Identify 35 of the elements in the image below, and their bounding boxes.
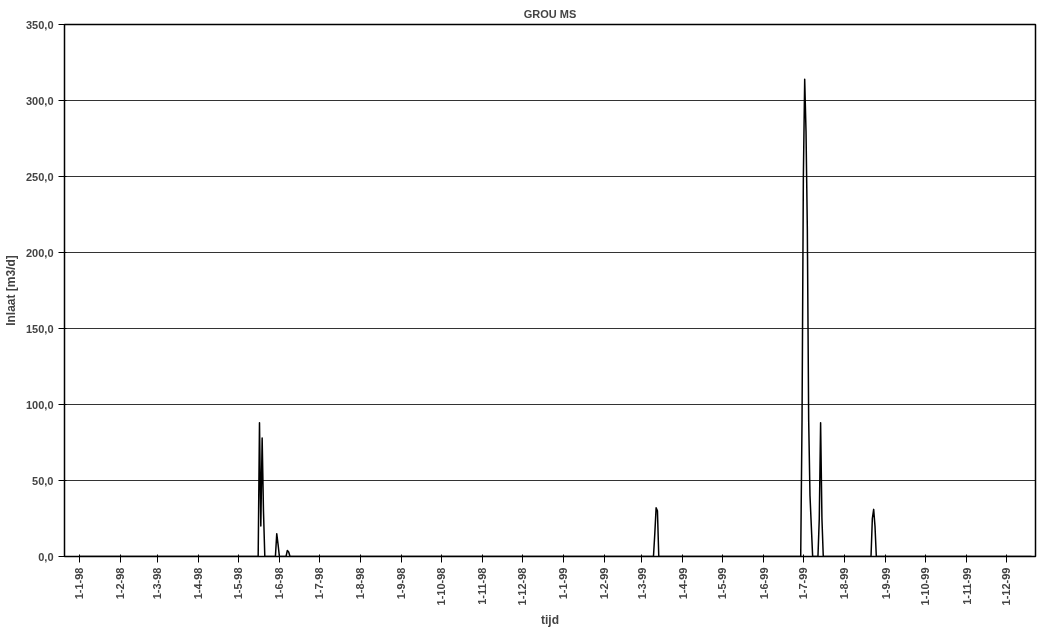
x-tick-label: 1-7-99 xyxy=(797,567,810,600)
y-tick-label: 50,0 xyxy=(32,474,54,487)
x-tick-label: 1-7-98 xyxy=(313,567,326,600)
x-tick-label: 1-4-98 xyxy=(192,567,205,600)
x-tick-label: 1-9-99 xyxy=(879,567,892,600)
x-tick-label: 1-10-98 xyxy=(435,567,448,606)
y-tick-label: 100,0 xyxy=(25,398,54,411)
x-tick-label: 1-3-99 xyxy=(635,567,648,600)
x-tick-label: 1-5-99 xyxy=(716,567,729,600)
x-tick-label: 1-2-98 xyxy=(114,567,127,600)
x-tick-label: 1-1-98 xyxy=(73,567,86,600)
x-axis-title: tijd xyxy=(541,613,559,628)
x-tick-label: 1-11-99 xyxy=(960,567,973,605)
x-tick-label: 1-1-99 xyxy=(557,567,570,600)
x-tick-label: 1-3-98 xyxy=(151,567,164,600)
x-tick-label: 1-11-98 xyxy=(476,567,489,605)
x-tick-label: 1-5-98 xyxy=(232,567,245,600)
y-tick-label: 300,0 xyxy=(25,94,54,107)
chart-title: GROU MS xyxy=(523,7,577,20)
y-tick-label: 0,0 xyxy=(38,550,54,563)
y-tick-label: 250,0 xyxy=(25,170,54,183)
x-tick-label: 1-6-98 xyxy=(273,567,286,600)
y-tick-label: 200,0 xyxy=(25,246,54,259)
x-tick-label: 1-12-98 xyxy=(516,567,529,606)
x-tick-label: 1-2-99 xyxy=(598,567,611,600)
y-axis-title: Inlaat [m3/d] xyxy=(3,255,18,326)
x-tick-label: 1-8-98 xyxy=(354,567,367,600)
x-tick-label: 1-4-99 xyxy=(676,567,689,600)
x-tick-label: 1-8-99 xyxy=(838,567,851,600)
x-tick-label: 1-12-99 xyxy=(1000,567,1013,606)
x-tick-label: 1-6-99 xyxy=(757,567,770,600)
x-tick-label: 1-9-98 xyxy=(395,567,408,600)
y-tick-label: 150,0 xyxy=(25,322,54,335)
y-tick-label: 350,0 xyxy=(25,18,54,31)
x-tick-label: 1-10-99 xyxy=(919,567,932,606)
